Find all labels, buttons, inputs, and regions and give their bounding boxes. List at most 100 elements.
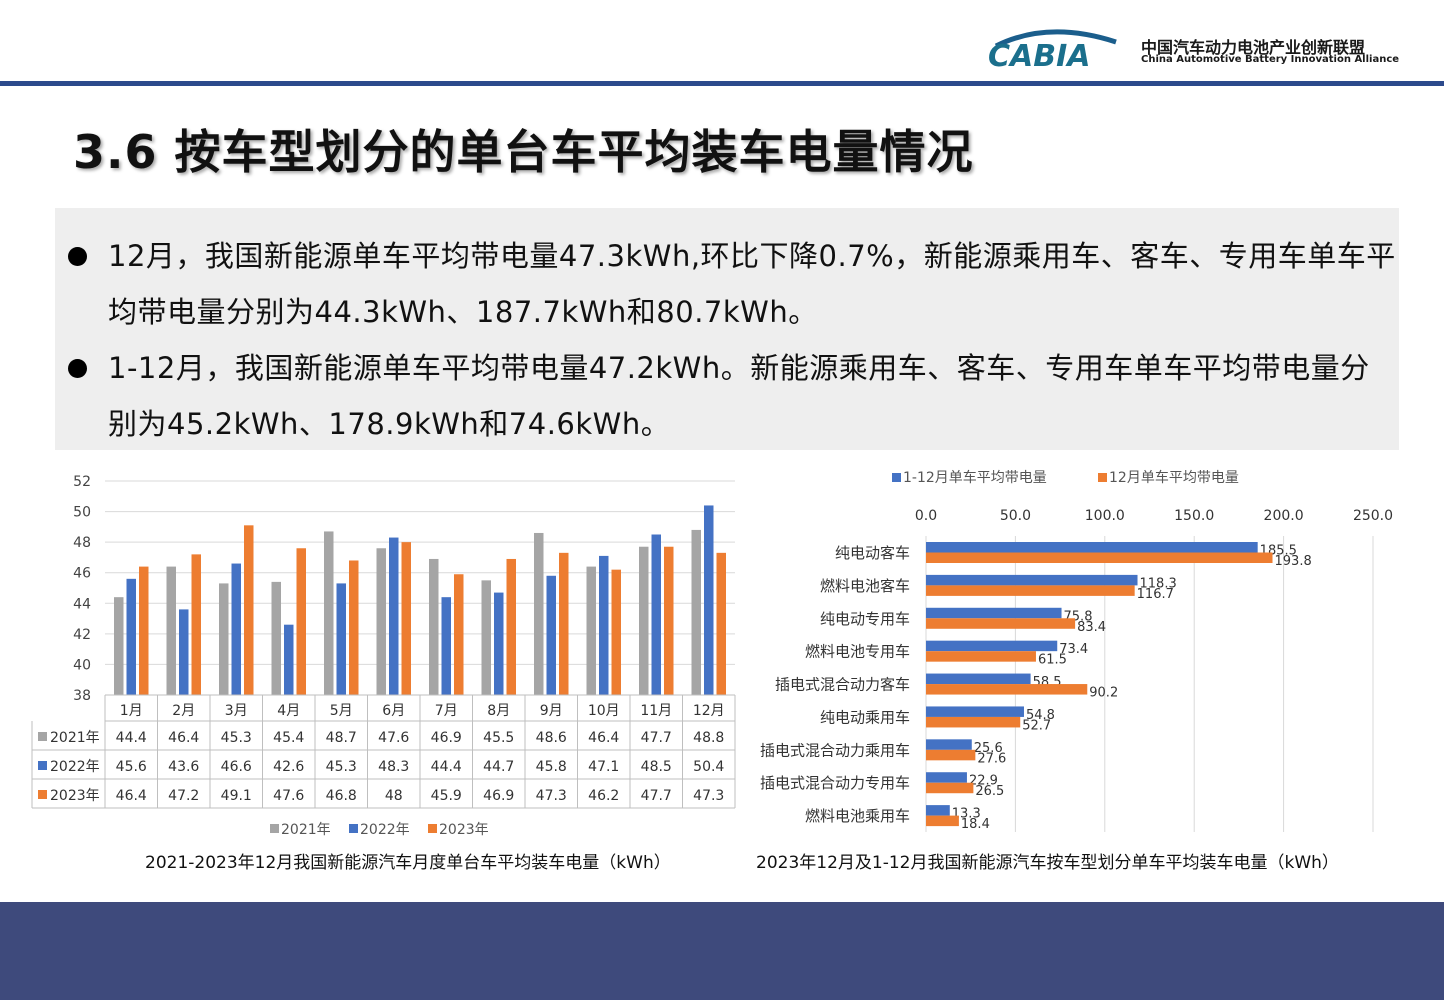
- table-cell: 46.4: [168, 730, 199, 746]
- y-category-label: 纯电动乘用车: [820, 708, 910, 726]
- data-label: 52.7: [1022, 718, 1051, 733]
- bar-2023年-4月: [296, 548, 306, 695]
- legend-swatch-2023年: [428, 824, 437, 833]
- bar-12月单车平均带电量-纯电动专用车: [926, 618, 1076, 629]
- bar-2022年-7月: [441, 597, 451, 695]
- bullet-dot: [68, 247, 87, 266]
- bar-2021年-5月: [324, 531, 334, 695]
- y-category-label: 插电式混合动力客车: [775, 676, 910, 694]
- table-cell: 45.8: [536, 759, 567, 775]
- x-tick-label: 9月: [540, 703, 563, 719]
- table-cell: 48: [385, 788, 403, 804]
- table-cell: 46.4: [116, 788, 147, 804]
- x-tick-label: 5月: [330, 703, 353, 719]
- x-tick-label: 12月: [693, 703, 725, 719]
- bar-12月单车平均带电量-插电式混合动力专用车: [926, 782, 974, 794]
- bar-2022年-8月: [494, 592, 504, 695]
- x-tick-label: 6月: [382, 703, 405, 719]
- legend-swatch-1-12月单车平均带电量: [892, 473, 901, 482]
- data-label: 116.7: [1137, 587, 1174, 602]
- table-cell: 45.5: [483, 730, 514, 746]
- bullet-2-text: 1-12月，我国新能源单车平均带电量47.2kWh。新能源乘用车、客车、专用车单…: [108, 351, 1370, 441]
- y-category-label: 插电式混合动力专用车: [760, 774, 910, 792]
- table-cell: 42.6: [273, 759, 304, 775]
- bar-2021年-2月: [166, 566, 176, 695]
- table-cell: 46.6: [221, 759, 252, 775]
- bar-12月单车平均带电量-燃料电池乘用车: [926, 815, 959, 827]
- y-tick-label: 50: [73, 505, 91, 521]
- table-series-label: 2023年: [50, 788, 100, 804]
- summary-box: [55, 208, 1399, 450]
- bar-2021年-7月: [429, 558, 439, 695]
- x-tick-label: 250.0: [1353, 508, 1393, 524]
- bar-2023年-8月: [506, 558, 516, 695]
- y-category-label: 燃料电池乘用车: [805, 807, 910, 825]
- bar-12月单车平均带电量-插电式混合动力客车: [926, 684, 1088, 695]
- bar-2021年-10月: [586, 566, 596, 695]
- bar-1-12月单车平均带电量-燃料电池客车: [926, 574, 1138, 586]
- bar-12月单车平均带电量-纯电动乘用车: [926, 716, 1021, 728]
- x-tick-label: 0.0: [915, 508, 937, 524]
- table-cell: 44.7: [483, 759, 514, 775]
- top-rule: [0, 81, 1444, 86]
- bar-12月单车平均带电量-燃料电池专用车: [926, 651, 1036, 662]
- table-cell: 44.4: [431, 759, 462, 775]
- y-category-label: 燃料电池专用车: [805, 643, 910, 661]
- legend-key-2022年: [38, 761, 47, 770]
- data-label: 193.8: [1275, 554, 1312, 569]
- data-label: 13.3: [952, 807, 981, 822]
- bar-2021年-11月: [639, 546, 649, 695]
- x-tick-label: 10月: [588, 703, 620, 719]
- table-series-label: 2022年: [50, 759, 100, 775]
- bar-2022年-6月: [389, 537, 399, 695]
- bar-1-12月单车平均带电量-插电式混合动力专用车: [926, 772, 967, 783]
- bar-2022年-2月: [179, 609, 189, 695]
- table-cell: 48.5: [641, 759, 672, 775]
- table-cell: 46.4: [588, 730, 619, 746]
- bar-2023年-11月: [664, 546, 674, 695]
- data-label: 25.6: [974, 741, 1003, 756]
- x-tick-label: 1月: [120, 703, 143, 719]
- y-tick-label: 44: [73, 596, 91, 612]
- table-cell: 46.9: [431, 730, 462, 746]
- data-label: 22.9: [969, 774, 998, 789]
- table-cell: 47.6: [273, 788, 304, 804]
- chart2-caption: 2023年12月及1-12月我国新能源汽车按车型划分单车平均装车电量（kWh）: [756, 853, 1339, 873]
- bar-2023年-10月: [611, 569, 621, 695]
- table-cell: 45.6: [116, 759, 147, 775]
- legend-swatch-2021年: [270, 824, 279, 833]
- y-category-label: 纯电动客车: [835, 544, 910, 562]
- x-tick-label: 3月: [225, 703, 248, 719]
- bar-2021年-9月: [534, 532, 544, 695]
- table-cell: 45.4: [273, 730, 304, 746]
- x-tick-label: 7月: [435, 703, 458, 719]
- table-series-label: 2021年: [50, 730, 100, 746]
- table-cell: 50.4: [693, 759, 724, 775]
- legend-swatch-2022年: [349, 824, 358, 833]
- bar-2023年-9月: [559, 552, 569, 695]
- table-cell: 45.3: [221, 730, 252, 746]
- table-cell: 48.8: [693, 730, 724, 746]
- bar-2023年-7月: [454, 574, 464, 695]
- table-cell: 45.9: [431, 788, 462, 804]
- y-tick-label: 46: [73, 566, 91, 582]
- y-category-label: 燃料电池客车: [820, 577, 910, 595]
- bar-2023年-6月: [401, 542, 411, 695]
- y-category-label: 纯电动专用车: [820, 610, 910, 628]
- table-cell: 47.7: [641, 730, 672, 746]
- footer-band: [0, 902, 1444, 1000]
- table-cell: 47.2: [168, 788, 199, 804]
- chart1-caption: 2021-2023年12月我国新能源汽车月度单台车平均装车电量（kWh）: [145, 853, 671, 873]
- table-cell: 45.3: [326, 759, 357, 775]
- legend-key-2023年: [38, 790, 47, 799]
- bar-2021年-3月: [219, 583, 229, 695]
- bar-2021年-1月: [114, 597, 124, 695]
- legend-label: 2021年: [281, 822, 331, 838]
- bar-1-12月单车平均带电量-插电式混合动力乘用车: [926, 739, 972, 750]
- x-tick-label: 100.0: [1085, 508, 1125, 524]
- y-tick-label: 42: [73, 627, 91, 643]
- x-tick-label: 8月: [487, 703, 510, 719]
- bar-2022年-12月: [704, 505, 714, 695]
- data-label: 83.4: [1077, 620, 1106, 635]
